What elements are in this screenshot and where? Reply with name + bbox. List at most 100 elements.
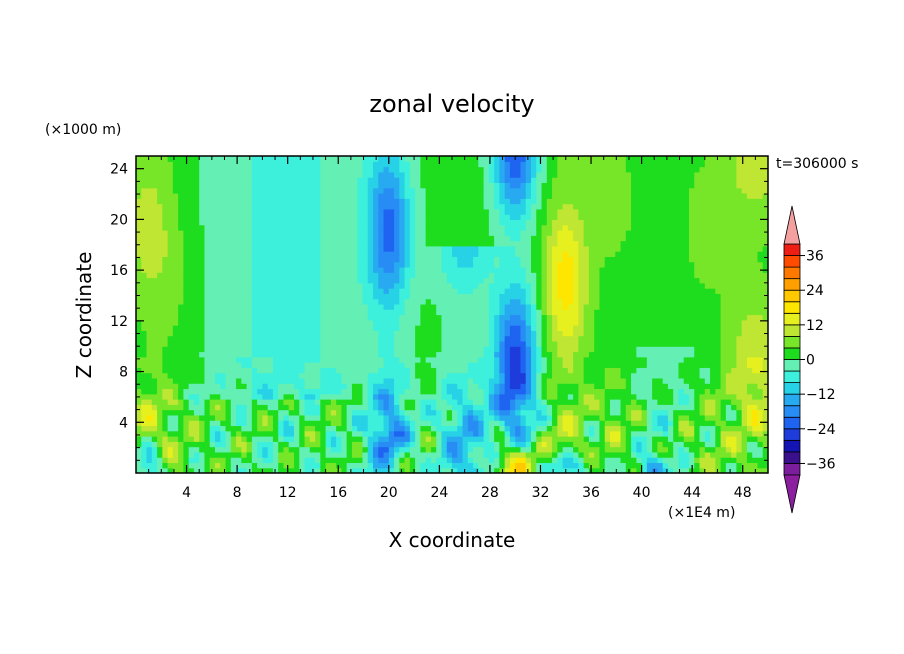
heatmap-cell [193, 425, 200, 432]
heatmap-cell [236, 298, 242, 305]
heatmap-cell [272, 166, 279, 173]
heatmap-cell [557, 325, 564, 331]
heatmap-cell [151, 266, 158, 273]
heatmap-cell [388, 330, 395, 337]
heatmap-cell [446, 372, 453, 379]
heatmap-cell [299, 367, 306, 374]
heatmap-cell [373, 229, 379, 236]
heatmap-cell [309, 256, 316, 263]
heatmap-cell [267, 156, 274, 162]
heatmap-cell [362, 224, 369, 231]
heatmap-cell [346, 388, 353, 395]
heatmap-cell [262, 409, 269, 416]
heatmap-cell [436, 430, 443, 437]
heatmap-cell [378, 356, 385, 363]
heatmap-cell [241, 446, 248, 453]
heatmap-cell [394, 346, 400, 353]
heatmap-cell [299, 282, 306, 289]
heatmap-cell [404, 436, 411, 442]
heatmap-cell [278, 351, 285, 358]
heatmap-cell [193, 298, 200, 305]
heatmap-cell [162, 256, 169, 263]
heatmap-cell [357, 256, 364, 263]
heatmap-cell [288, 436, 295, 442]
heatmap-cell [415, 340, 421, 347]
heatmap-cell [288, 303, 295, 310]
heatmap-cell [404, 256, 411, 263]
heatmap-cell [494, 362, 500, 368]
heatmap-cell [457, 467, 464, 473]
heatmap-cell [557, 314, 564, 321]
heatmap-cell [309, 346, 316, 353]
heatmap-cell [494, 309, 500, 316]
heatmap-cell [267, 208, 274, 215]
heatmap-cell [351, 309, 358, 316]
heatmap-cell [209, 182, 216, 189]
heatmap-cell [215, 325, 221, 331]
heatmap-cell [520, 293, 527, 300]
heatmap-cell [378, 303, 385, 310]
heatmap-cell [541, 446, 548, 453]
heatmap-cell [357, 362, 364, 368]
heatmap-cell [536, 303, 543, 310]
heatmap-cell [225, 414, 232, 421]
heatmap-cell [378, 245, 385, 252]
heatmap-cell [146, 441, 153, 448]
heatmap-cell [483, 166, 490, 173]
heatmap-cell [294, 198, 300, 205]
heatmap-cell [452, 235, 458, 242]
heatmap-cell [267, 356, 274, 363]
heatmap-cell [267, 399, 274, 405]
heatmap-cell [336, 441, 342, 448]
heatmap-cell [204, 288, 211, 294]
heatmap-cell [246, 303, 253, 310]
heatmap-cell [388, 288, 395, 294]
heatmap-cell [383, 319, 390, 326]
heatmap-cell [567, 208, 574, 215]
heatmap-cell [362, 393, 369, 400]
heatmap-cell [446, 441, 453, 448]
heatmap-cell [457, 245, 464, 252]
heatmap-cell [188, 198, 195, 205]
heatmap-cell [272, 319, 279, 326]
heatmap-cell [204, 451, 211, 458]
heatmap-cell [446, 303, 453, 310]
heatmap-cell [378, 351, 385, 358]
heatmap-cell [330, 171, 337, 178]
heatmap-cell [230, 288, 237, 294]
heatmap-cell [446, 388, 453, 395]
heatmap-cell [436, 356, 443, 363]
heatmap-cell [167, 261, 174, 268]
heatmap-cell [193, 362, 200, 368]
heatmap-cell [336, 303, 342, 310]
heatmap-cell [430, 288, 437, 294]
heatmap-cell [199, 335, 206, 342]
heatmap-cell [325, 399, 332, 405]
heatmap-cell [167, 251, 174, 257]
heatmap-cell [409, 325, 416, 331]
heatmap-cell [488, 192, 495, 199]
heatmap-cell [278, 229, 285, 236]
heatmap-cell [151, 272, 158, 279]
heatmap-cell [452, 383, 458, 390]
heatmap-cell [494, 414, 500, 421]
heatmap-cell [336, 340, 342, 347]
heatmap-cell [320, 388, 327, 395]
heatmap-cell [462, 229, 469, 236]
heatmap-cell [262, 303, 269, 310]
heatmap-cell [262, 171, 269, 178]
heatmap-cell [315, 457, 321, 464]
heatmap-cell [373, 293, 379, 300]
heatmap-cell [183, 404, 190, 411]
heatmap-cell [452, 404, 458, 411]
heatmap-cell [425, 399, 432, 405]
heatmap-cell [430, 414, 437, 421]
heatmap-cell [499, 462, 506, 469]
heatmap-cell [362, 425, 369, 432]
heatmap-cell [525, 319, 532, 326]
heatmap-cell [483, 161, 490, 168]
heatmap-cell [172, 367, 179, 374]
heatmap-cell [178, 293, 184, 300]
heatmap-cell [430, 399, 437, 405]
heatmap-cell [199, 161, 206, 168]
